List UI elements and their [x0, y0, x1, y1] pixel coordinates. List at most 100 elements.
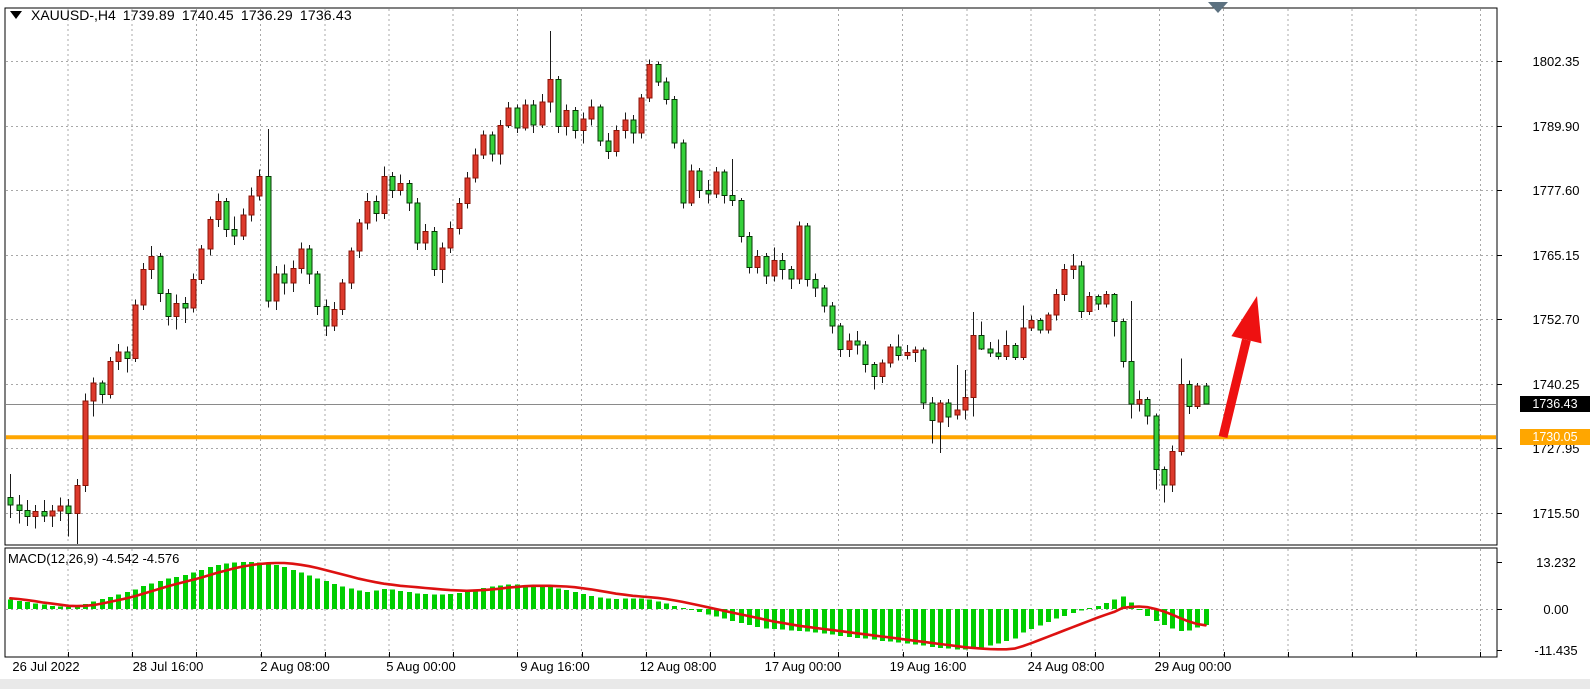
time-axis-label: 29 Aug 00:00: [1155, 659, 1232, 674]
macd-axis-label: 0.00: [1543, 602, 1568, 617]
macd-bar: [1046, 609, 1051, 622]
price-axis-label: 1765.15: [1533, 248, 1580, 263]
chart-title-overlay: XAUUSD-,H4 1739.89 1740.45 1736.29 1736.…: [10, 7, 352, 23]
macd-bar: [1062, 609, 1067, 616]
bear-candle: [165, 292, 172, 317]
macd-bar: [1170, 609, 1175, 629]
bear-candle: [746, 236, 753, 268]
bear-candle: [99, 382, 106, 395]
time-axis-label: 5 Aug 00:00: [386, 659, 455, 674]
macd-bar: [58, 606, 63, 609]
macd-bar: [216, 564, 221, 609]
bear-candle: [555, 78, 562, 127]
macd-bar: [506, 584, 511, 609]
macd-bar: [647, 599, 652, 609]
bear-candle: [978, 335, 985, 350]
macd-bar: [224, 563, 229, 609]
price-axis-label: 1715.50: [1533, 506, 1580, 521]
macd-bar: [490, 586, 495, 609]
macd-bar: [913, 609, 918, 645]
trend-arrow-annotation[interactable]: [1218, 296, 1262, 439]
macd-axis-label: 13.232: [1536, 555, 1576, 570]
macd-name-label: MACD(12,26,9): [8, 551, 99, 566]
bull-candle: [588, 106, 595, 120]
one-click-trading-icon[interactable]: [10, 11, 22, 19]
bull-candle: [148, 255, 155, 270]
macd-bar: [847, 609, 852, 638]
bull-candle: [290, 267, 297, 284]
bull-candle: [937, 402, 944, 423]
bull-candle: [563, 110, 570, 127]
bull-candle: [613, 129, 620, 152]
macd-bar: [1013, 609, 1018, 639]
macd-bar: [357, 590, 362, 609]
macd-bar: [324, 581, 329, 609]
macd-bar: [772, 609, 777, 629]
bear-candle: [804, 225, 811, 280]
macd-bar: [133, 589, 138, 609]
macd-bar: [8, 599, 13, 609]
macd-indicator-label: MACD(12,26,9) -4.542 -4.576: [8, 551, 179, 566]
macd-bar: [1104, 602, 1109, 609]
bear-candle: [373, 200, 380, 215]
bull-candle: [240, 214, 247, 237]
bear-candle: [24, 509, 31, 518]
bear-candle: [945, 402, 952, 418]
bear-candle: [696, 170, 703, 191]
bull-candle: [522, 104, 529, 129]
macd-bar: [66, 606, 71, 609]
bull-candle: [190, 278, 197, 309]
macd-bar: [988, 609, 993, 646]
macd-bar: [1121, 596, 1126, 609]
macd-bar: [905, 609, 910, 644]
bear-candle: [431, 230, 438, 270]
symbol-timeframe-label: XAUUSD-,H4: [31, 7, 116, 23]
macd-bar: [307, 575, 312, 609]
bear-candle: [306, 248, 313, 275]
bear-candle: [65, 505, 72, 515]
bull-candle: [904, 352, 911, 356]
bear-candle: [1128, 361, 1135, 405]
bull-candle: [1103, 293, 1110, 305]
macd-bar: [623, 598, 628, 609]
bear-candle: [597, 106, 604, 142]
macd-bar: [598, 597, 603, 609]
bull-candle: [107, 361, 114, 395]
price-axis-label: 1777.60: [1533, 183, 1580, 198]
macd-bar: [199, 569, 204, 609]
bull-candle: [713, 171, 720, 195]
macd-axis-label: -11.435: [1534, 643, 1577, 658]
macd-bar: [241, 561, 246, 609]
bear-candle: [389, 175, 396, 191]
bull-candle: [248, 195, 255, 216]
bear-candle: [1203, 385, 1210, 405]
macd-bar: [191, 572, 196, 609]
macd-bar: [863, 609, 868, 639]
bull-candle: [646, 63, 653, 99]
macd-bar: [174, 576, 179, 609]
bear-candle: [231, 228, 238, 237]
bull-candle: [298, 248, 305, 269]
bear-candle: [605, 140, 612, 152]
candlesticks-group[interactable]: [7, 31, 1210, 544]
macd-bar: [805, 609, 810, 632]
bull-candle: [215, 200, 222, 220]
macd-bar: [374, 590, 379, 609]
time-axis-label: 19 Aug 16:00: [890, 659, 967, 674]
macd-bar: [257, 562, 262, 609]
macd-bar: [631, 598, 636, 609]
bull-candle: [331, 309, 338, 327]
bull-candle: [1070, 265, 1077, 270]
macd-bar: [75, 606, 80, 609]
bear-candle: [41, 510, 48, 517]
bull-candle: [887, 346, 894, 364]
bear-candle: [1037, 319, 1044, 331]
macd-bar: [855, 609, 860, 638]
macd-bar: [1195, 609, 1200, 628]
price-axis[interactable]: 1802.35 1789.90 1777.60 1765.15 1752.70 1740.…: [1497, 54, 1580, 658]
bull-candle: [879, 362, 886, 378]
bull-candle: [1003, 344, 1010, 357]
bull-candle: [397, 183, 404, 191]
time-axis[interactable]: 26 Jul 2022 28 Jul 16:00 2 Aug 08:00 5 Aug …: [12, 652, 1481, 674]
